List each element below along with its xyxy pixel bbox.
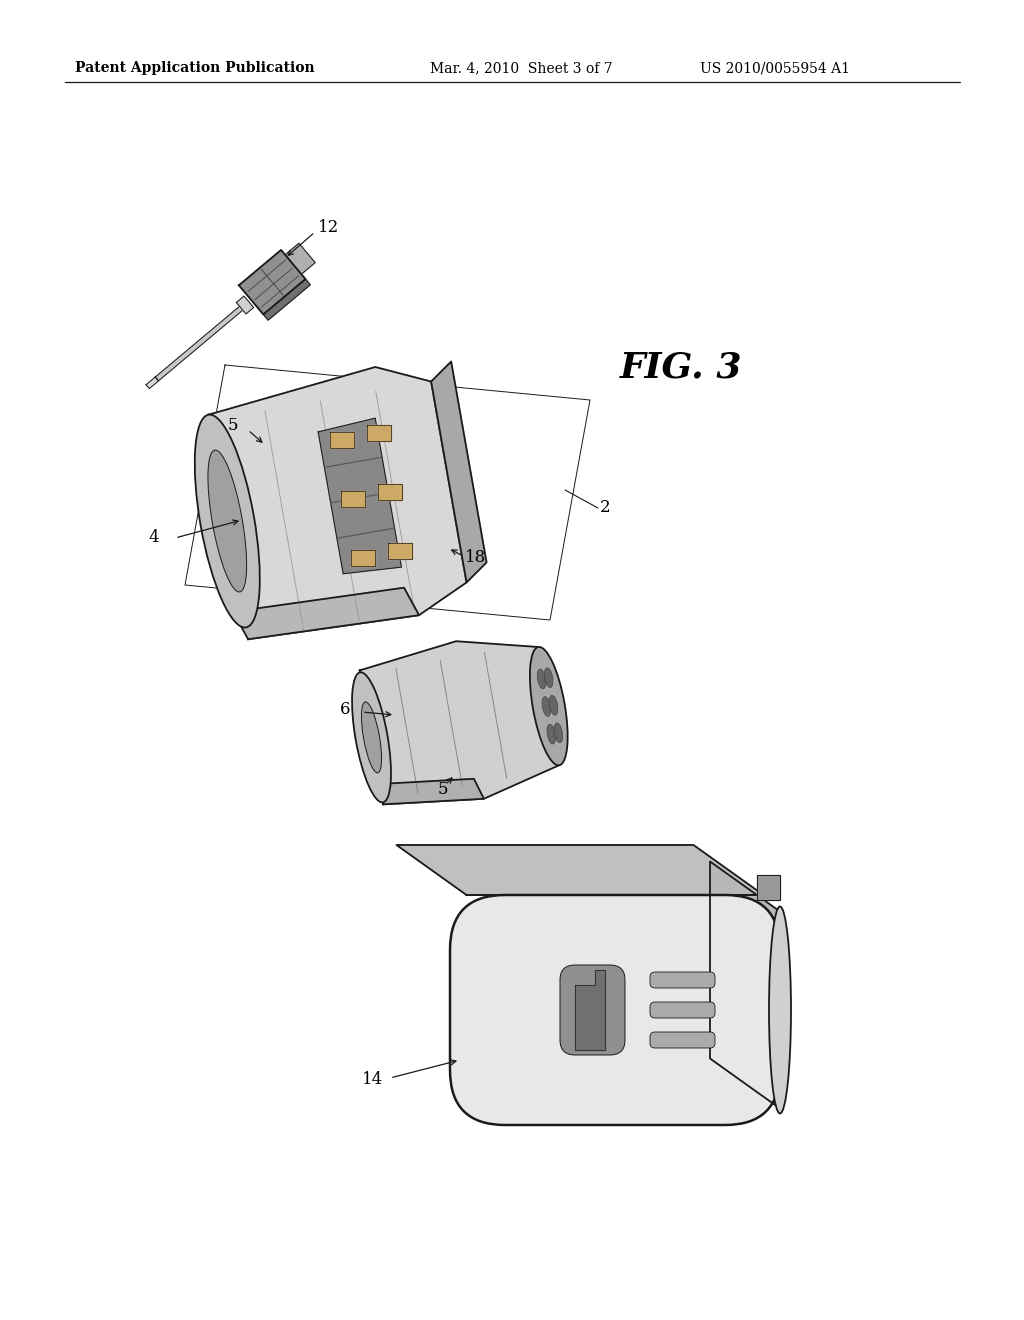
Ellipse shape (352, 672, 391, 803)
Text: Patent Application Publication: Patent Application Publication (75, 61, 314, 75)
Ellipse shape (545, 668, 553, 688)
Polygon shape (239, 249, 305, 314)
Polygon shape (431, 362, 486, 582)
Ellipse shape (547, 725, 556, 744)
Polygon shape (388, 544, 413, 560)
Polygon shape (209, 367, 467, 639)
Polygon shape (146, 378, 159, 388)
FancyBboxPatch shape (650, 972, 715, 987)
Text: 14: 14 (362, 1072, 383, 1089)
Ellipse shape (361, 702, 382, 772)
Text: 2: 2 (600, 499, 610, 516)
Polygon shape (710, 862, 780, 1109)
Ellipse shape (195, 414, 260, 627)
Text: 4: 4 (148, 529, 159, 546)
Ellipse shape (554, 723, 562, 743)
Polygon shape (396, 845, 764, 895)
Text: FIG. 3: FIG. 3 (620, 351, 742, 385)
Text: 5: 5 (228, 417, 239, 433)
Polygon shape (263, 279, 310, 321)
Ellipse shape (769, 907, 791, 1114)
Text: Mar. 4, 2010  Sheet 3 of 7: Mar. 4, 2010 Sheet 3 of 7 (430, 61, 612, 75)
Polygon shape (341, 491, 365, 507)
Text: 5: 5 (438, 781, 449, 799)
FancyBboxPatch shape (650, 1032, 715, 1048)
Ellipse shape (529, 647, 567, 766)
FancyBboxPatch shape (450, 895, 780, 1125)
Text: 6: 6 (340, 701, 350, 718)
Text: 12: 12 (318, 219, 339, 236)
Ellipse shape (549, 696, 558, 715)
Polygon shape (285, 243, 315, 275)
Text: 18: 18 (465, 549, 486, 566)
Polygon shape (318, 418, 401, 574)
Polygon shape (378, 484, 401, 500)
Polygon shape (351, 550, 375, 566)
FancyBboxPatch shape (650, 1002, 715, 1018)
Polygon shape (156, 304, 247, 381)
Ellipse shape (208, 450, 247, 591)
Polygon shape (331, 432, 354, 447)
Polygon shape (575, 970, 605, 1049)
Ellipse shape (542, 697, 551, 717)
Polygon shape (233, 587, 419, 639)
Polygon shape (237, 296, 254, 314)
Ellipse shape (538, 669, 546, 689)
Text: US 2010/0055954 A1: US 2010/0055954 A1 (700, 61, 850, 75)
Polygon shape (374, 779, 484, 804)
FancyBboxPatch shape (560, 965, 625, 1055)
Polygon shape (359, 642, 559, 804)
Polygon shape (368, 425, 391, 441)
Polygon shape (757, 875, 780, 900)
